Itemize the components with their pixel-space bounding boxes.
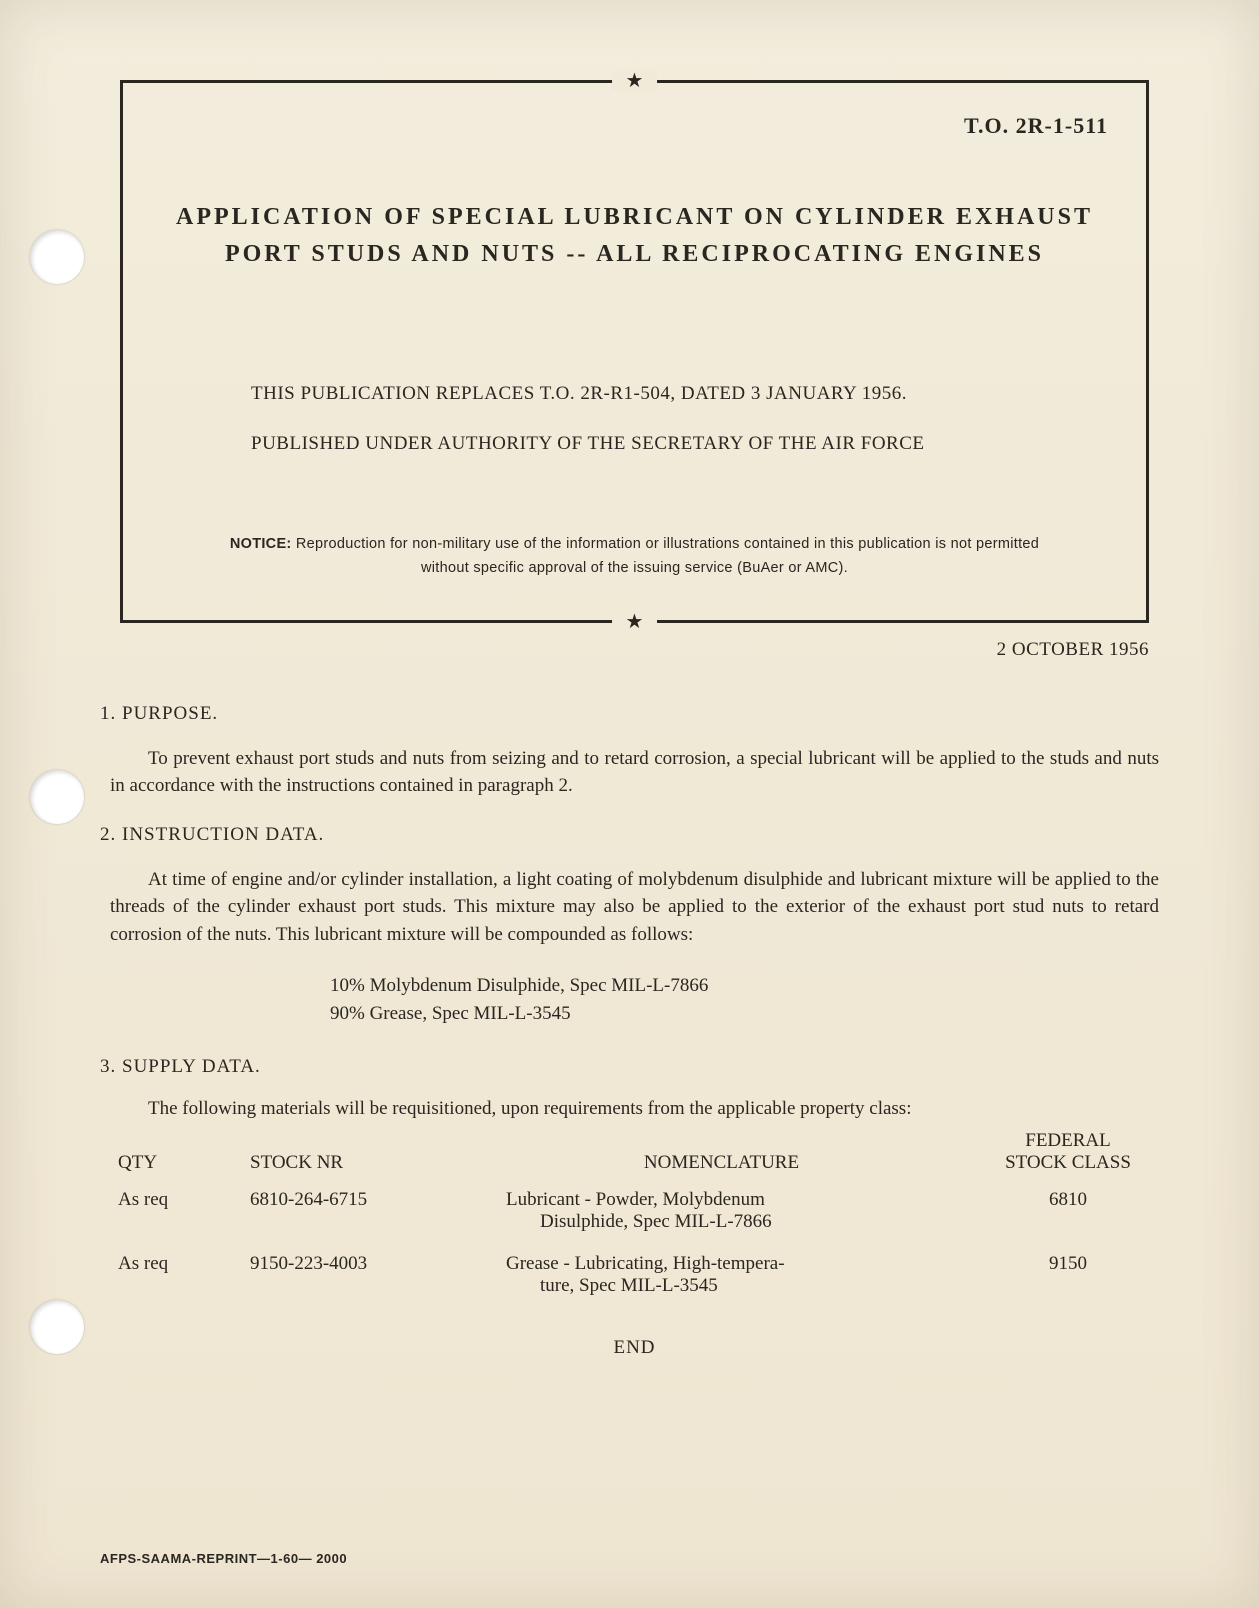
nom-line1: Lubricant - Powder, Molybdenum	[506, 1189, 765, 1210]
supply-intro: The following materials will be requisit…	[110, 1098, 1159, 1120]
col-qty: QTY	[100, 1126, 244, 1184]
cell-nomenclature: Grease - Lubricating, High-tempera- ture…	[476, 1247, 967, 1311]
nom-line1: Grease - Lubricating, High-tempera-	[506, 1253, 785, 1274]
print-footer: AFPS-SAAMA-REPRINT—1-60— 2000	[100, 1551, 347, 1566]
punch-hole	[30, 770, 84, 824]
title-line: PORT STUDS AND NUTS -- ALL RECIPROCATING…	[225, 241, 1044, 267]
fsc-l2: STOCK CLASS	[1005, 1152, 1131, 1173]
nom-line2: Disulphide, Spec MIL-L-7866	[506, 1211, 961, 1233]
col-nomenclature: NOMENCLATURE	[476, 1126, 967, 1184]
cell-fsc: 9150	[967, 1247, 1169, 1311]
star-icon: ★	[612, 612, 658, 632]
replaces-line: THIS PUBLICATION REPLACES T.O. 2R-R1-504…	[251, 383, 1068, 405]
document-page: ★ ★ T.O. 2R-1-511 APPLICATION OF SPECIAL…	[0, 0, 1259, 1608]
table-row: As req 9150-223-4003 Grease - Lubricatin…	[100, 1247, 1169, 1311]
supply-table: QTY STOCK NR NOMENCLATURE FEDERAL STOCK …	[100, 1126, 1169, 1312]
cell-nomenclature: Lubricant - Powder, Molybdenum Disulphid…	[476, 1183, 967, 1247]
section-heading-purpose: 1. PURPOSE.	[100, 703, 1169, 725]
end-marker: END	[100, 1337, 1169, 1359]
technical-order-number: T.O. 2R-1-511	[161, 113, 1108, 139]
star-icon: ★	[612, 71, 658, 91]
authority-line: PUBLISHED UNDER AUTHORITY OF THE SECRETA…	[251, 433, 1068, 455]
cell-stock-nr: 9150-223-4003	[244, 1247, 476, 1311]
col-stock-nr: STOCK NR	[244, 1126, 476, 1184]
purpose-paragraph: To prevent exhaust port studs and nuts f…	[110, 745, 1159, 800]
document-title: APPLICATION OF SPECIAL LUBRICANT ON CYLI…	[171, 199, 1098, 273]
title-line: APPLICATION OF SPECIAL LUBRICANT ON CYLI…	[176, 204, 1093, 230]
punch-hole	[30, 1300, 84, 1354]
punch-hole	[30, 230, 84, 284]
cell-qty: As req	[100, 1183, 244, 1247]
mixture-line: 90% Grease, Spec MIL-L-3545	[330, 1000, 1169, 1028]
title-frame: ★ ★ T.O. 2R-1-511 APPLICATION OF SPECIAL…	[120, 80, 1149, 623]
notice-label: NOTICE:	[230, 536, 292, 552]
notice-text: Reproduction for non-military use of the…	[296, 536, 1039, 575]
instruction-paragraph: At time of engine and/or cylinder instal…	[110, 866, 1159, 949]
footer-qty: 2000	[316, 1551, 347, 1566]
mixture-line: 10% Molybdenum Disulphide, Spec MIL-L-78…	[330, 972, 1169, 1000]
section-heading-instruction: 2. INSTRUCTION DATA.	[100, 824, 1169, 846]
col-federal-stock-class: FEDERAL STOCK CLASS	[967, 1126, 1169, 1184]
footer-left: AFPS-SAAMA-REPRINT—1-60—	[100, 1551, 312, 1566]
cell-stock-nr: 6810-264-6715	[244, 1183, 476, 1247]
reproduction-notice: NOTICE: Reproduction for non-military us…	[221, 533, 1048, 579]
nom-line2: ture, Spec MIL-L-3545	[506, 1275, 961, 1297]
mixture-composition: 10% Molybdenum Disulphide, Spec MIL-L-78…	[330, 972, 1169, 1027]
cell-fsc: 6810	[967, 1183, 1169, 1247]
fsc-l1: FEDERAL	[1025, 1130, 1111, 1151]
table-header-row: QTY STOCK NR NOMENCLATURE FEDERAL STOCK …	[100, 1126, 1169, 1184]
section-heading-supply: 3. SUPPLY DATA.	[100, 1056, 1169, 1078]
cell-qty: As req	[100, 1247, 244, 1311]
table-row: As req 6810-264-6715 Lubricant - Powder,…	[100, 1183, 1169, 1247]
issue-date: 2 OCTOBER 1956	[100, 639, 1149, 661]
